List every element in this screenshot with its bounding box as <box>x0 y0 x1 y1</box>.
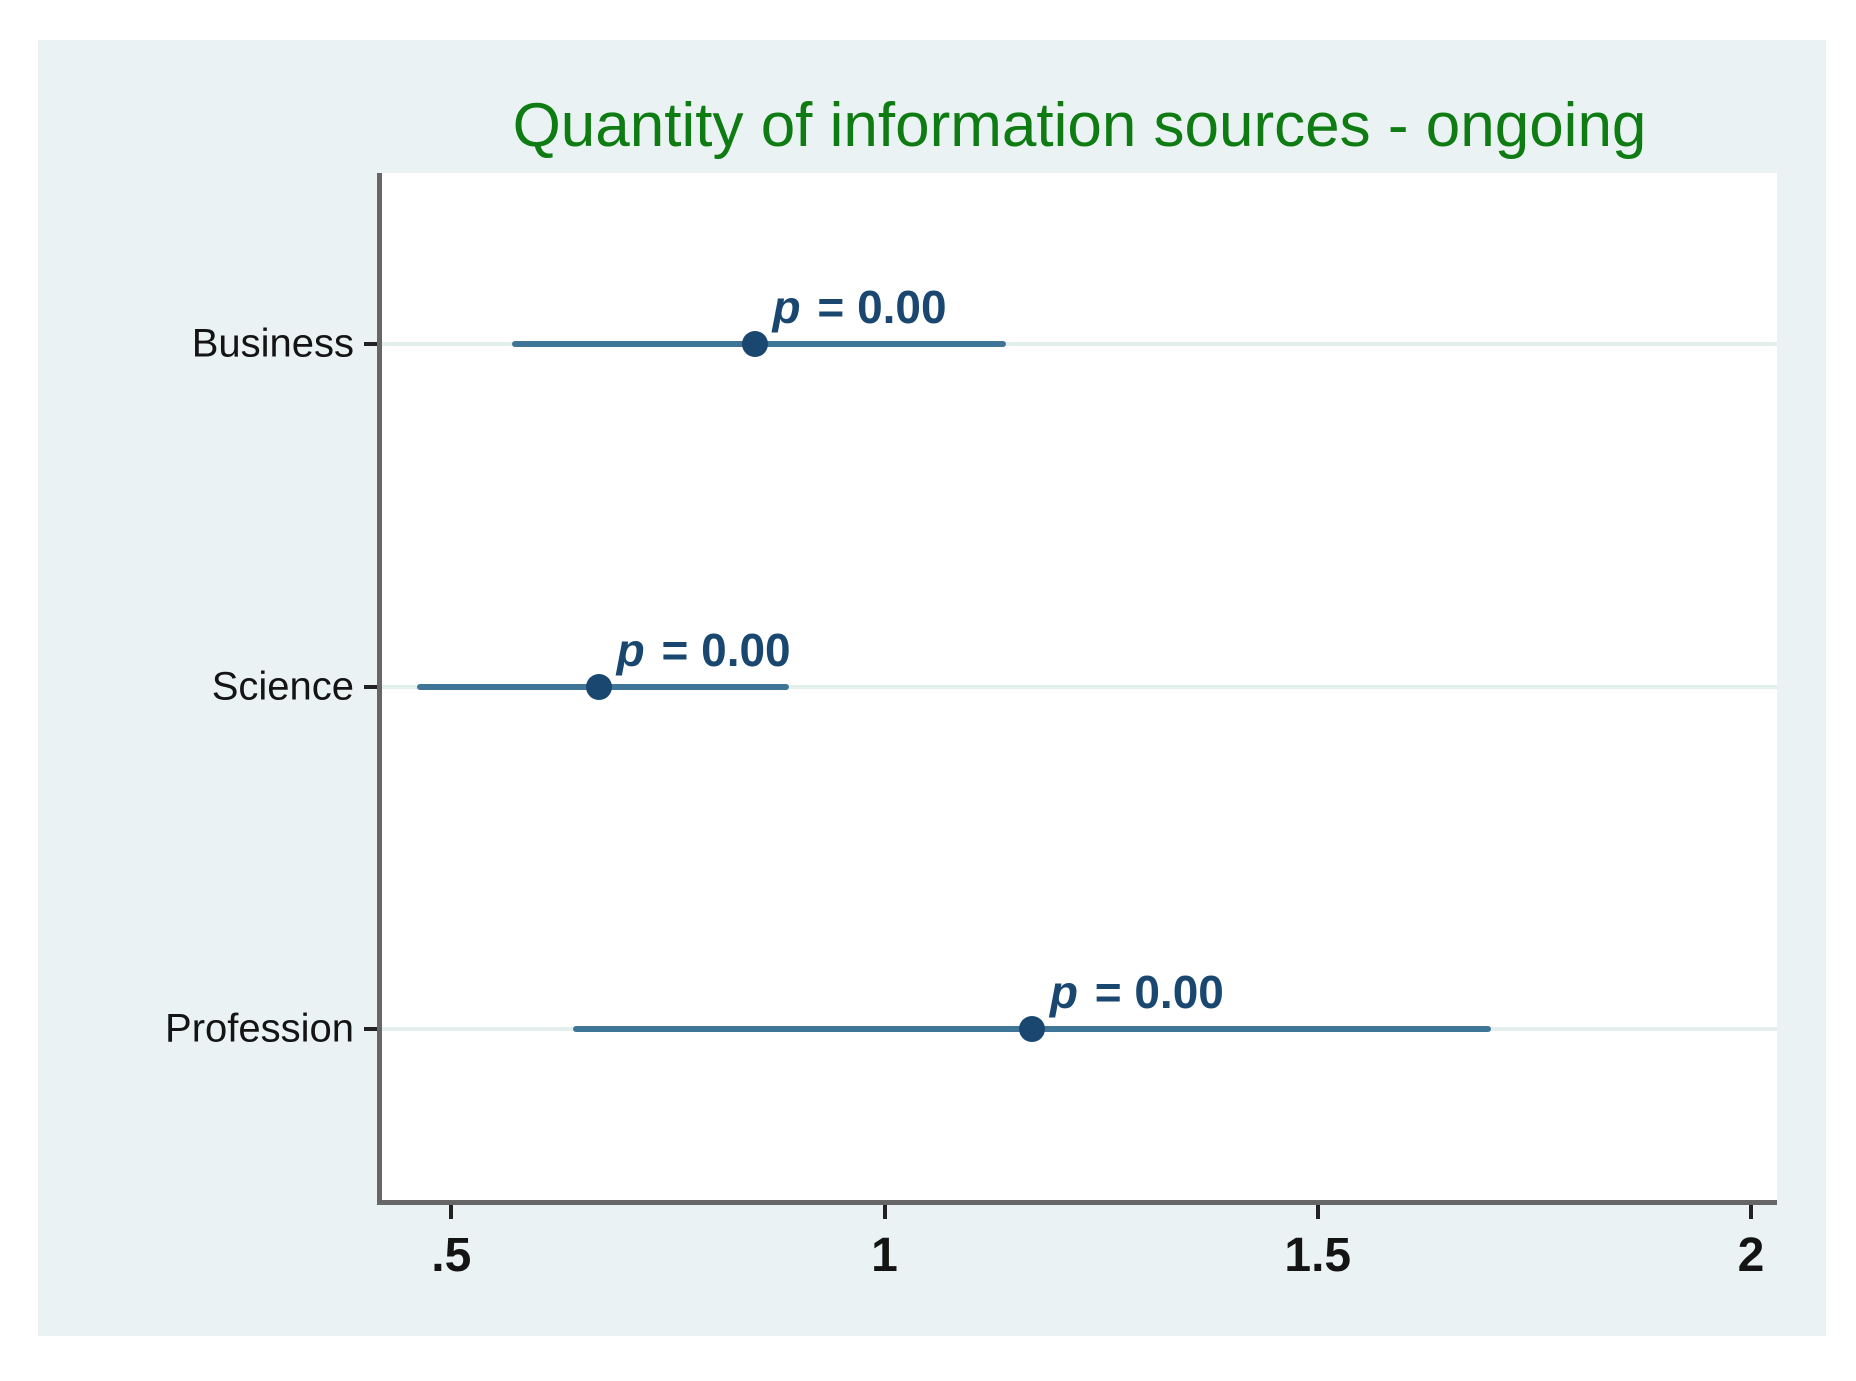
x-axis-tick-label: 2 <box>1737 1229 1765 1282</box>
chart-canvas: Quantity of information sources - ongoin… <box>38 40 1826 1336</box>
estimate-dot <box>1018 1015 1045 1042</box>
x-axis-tick-label: 1.5 <box>1284 1229 1352 1282</box>
category-gridline <box>382 342 1777 347</box>
y-axis-tick-mark <box>364 684 382 689</box>
x-axis-tick-mark <box>882 1205 887 1219</box>
p-value-label: p = 0.00 <box>616 623 791 676</box>
y-axis-tick-mark <box>364 342 382 347</box>
x-axis-tick-label: 1 <box>871 1229 898 1282</box>
estimate-dot <box>741 331 768 358</box>
category-label: Science <box>211 664 354 708</box>
p-value-label: p = 0.00 <box>1049 965 1224 1018</box>
x-axis-tick-mark <box>1749 1205 1753 1219</box>
category-label: Profession <box>165 1006 354 1051</box>
chart-title: Quantity of information sources - ongoin… <box>512 91 1647 160</box>
x-axis-tick-mark <box>449 1205 454 1219</box>
y-axis-line <box>377 173 382 1205</box>
x-axis-line <box>377 1200 1777 1205</box>
x-axis-tick-mark <box>1315 1205 1320 1219</box>
p-value-label: p = 0.00 <box>772 281 947 334</box>
category-gridline <box>382 684 1777 689</box>
y-axis-tick-mark <box>364 1026 382 1031</box>
x-axis-tick-label: .5 <box>431 1229 472 1282</box>
estimate-dot <box>585 673 612 700</box>
category-label: Business <box>191 321 354 366</box>
